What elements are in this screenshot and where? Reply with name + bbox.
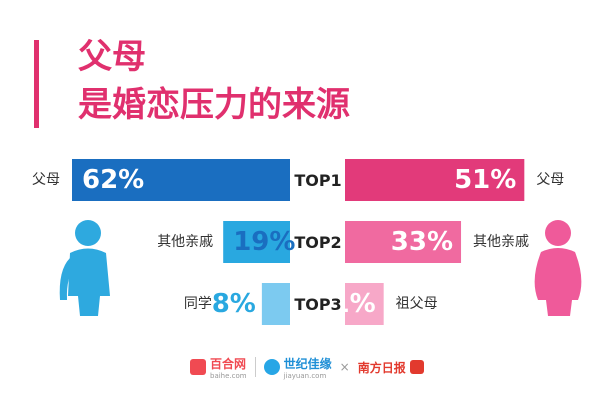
right-bar-3: [345, 283, 384, 325]
jiayuan-logo-sub: jiayuan.com: [283, 371, 327, 380]
right-bar-value-2: 33%: [391, 227, 453, 257]
left-bar-value-3: 8%: [212, 289, 256, 319]
jiayuan-logo-text: 世纪佳缘: [283, 356, 332, 371]
right-category-label-1: 父母: [536, 172, 564, 188]
right-category-label-2: 其他亲戚: [473, 234, 529, 250]
male-figure-head: [75, 220, 101, 246]
times-sign: ×: [339, 360, 350, 374]
footer-divider: [254, 357, 256, 377]
right-bar-1: [345, 159, 525, 201]
title-accent-bar: [34, 40, 39, 128]
nanfang-logo-text: 南方日报: [357, 360, 406, 375]
baihe-logo-icon: [190, 359, 206, 375]
left-category-label-1: 父母: [32, 172, 60, 188]
baihe-logo: 百合网 baihe.com: [190, 355, 247, 380]
baihe-logo-text: 百合网: [210, 356, 247, 371]
left-bar-1: [72, 159, 290, 201]
nanfang-logo: 南方日报: [358, 359, 424, 376]
right-category-label-3: 祖父母: [396, 296, 438, 312]
male-figure-icon: [59, 220, 110, 316]
left-bar-value-1: 62%: [82, 165, 144, 195]
left-bar-value-2: 19%: [233, 227, 295, 257]
female-figure-body: [534, 248, 582, 316]
jiayuan-logo-icon: [263, 359, 280, 375]
jiayuan-logo: 世纪佳缘 jiayuan.com: [263, 355, 332, 380]
rank-label-1: TOP1: [294, 171, 341, 190]
female-figure-icon: [534, 220, 582, 316]
male-figure-arm: [59, 258, 76, 300]
footer-logos: 百合网 baihe.com 世纪佳缘 jiayuan.com × 南方日报: [190, 355, 424, 380]
baihe-logo-sub: baihe.com: [210, 371, 247, 380]
left-bar-3: [261, 283, 290, 325]
title-line-2: 是婚恋压力的来源: [78, 85, 350, 125]
male-figure-body: [68, 248, 110, 316]
title-line-1: 父母: [78, 37, 146, 77]
left-bar-2: [223, 221, 290, 263]
nanfang-logo-icon: [409, 360, 424, 374]
rank-label-3: TOP3: [294, 295, 341, 314]
left-category-label-3: 同学: [184, 296, 212, 312]
right-bar-value-1: 51%: [454, 165, 516, 195]
rank-label-2: TOP2: [294, 233, 341, 252]
right-bar-2: [345, 221, 462, 263]
left-category-label-2: 其他亲戚: [157, 234, 213, 250]
right-bar-value-3: 11%: [313, 289, 375, 319]
female-figure-head: [545, 220, 571, 246]
